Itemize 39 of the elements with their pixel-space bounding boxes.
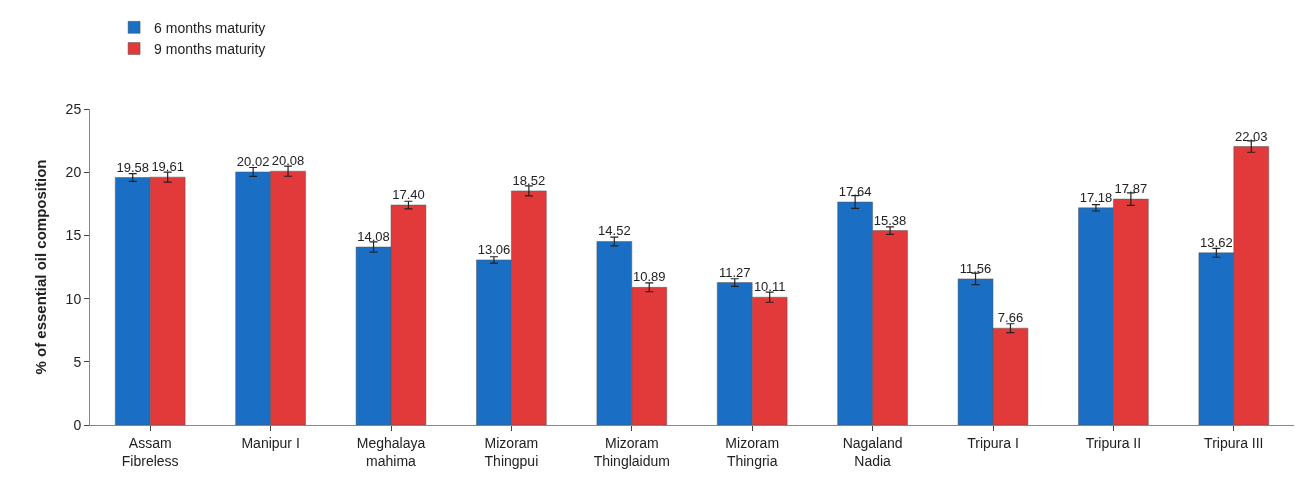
y-tick-label: 25 — [65, 100, 82, 117]
x-tick-label: Tripura II — [1085, 434, 1142, 451]
data-label: 10.11 — [753, 279, 786, 295]
data-label: 20.08 — [271, 153, 305, 169]
data-label: 18.52 — [512, 172, 546, 188]
x-tick-label: Mizoram Thingpui — [484, 434, 539, 469]
data-label: 11.27 — [718, 264, 751, 280]
y-tick-label: 15 — [65, 227, 82, 244]
x-tick-label: Meghalaya mahima — [356, 434, 426, 469]
data-label: 13.06 — [477, 241, 511, 257]
data-label: 13.62 — [1200, 234, 1233, 250]
x-tick-label: Manipur I — [241, 434, 300, 451]
y-tick-label: 0 — [73, 416, 82, 433]
data-label: 17.18 — [1079, 189, 1113, 205]
y-tick-label: 20 — [65, 164, 82, 181]
data-label: 19.58 — [116, 159, 150, 175]
x-tick-label: Assam Fibreless — [121, 434, 179, 469]
data-label: 14.08 — [357, 229, 390, 245]
legend-label: 6 months maturity — [154, 19, 266, 36]
y-tick-label: 10 — [65, 290, 82, 307]
x-tick-label: Mizoram Thingria — [725, 434, 780, 469]
x-tick-label: Mizoram Thinglaidum — [593, 434, 670, 469]
data-label: 11.56 — [959, 260, 992, 276]
legend-label: 9 months maturity — [154, 41, 266, 58]
data-label: 7.66 — [997, 310, 1024, 326]
data-label: 14.52 — [598, 223, 631, 239]
x-tick-label: Nagaland Nadia — [842, 434, 903, 469]
data-label: 17.40 — [392, 187, 425, 203]
y-tick-label: 5 — [73, 353, 82, 370]
y-axis-title: % of essential oil composition — [31, 159, 49, 375]
data-label: 17.87 — [1114, 181, 1148, 197]
data-label: 17.64 — [838, 184, 872, 200]
x-tick-label: Tripura III — [1204, 434, 1264, 451]
x-tick-label: Tripura I — [967, 434, 1019, 451]
data-label: 22.03 — [1234, 128, 1268, 144]
data-label: 10.89 — [632, 269, 666, 285]
data-label: 15.38 — [873, 212, 907, 228]
data-label: 20.02 — [236, 153, 270, 169]
data-label: 19.61 — [151, 159, 184, 175]
